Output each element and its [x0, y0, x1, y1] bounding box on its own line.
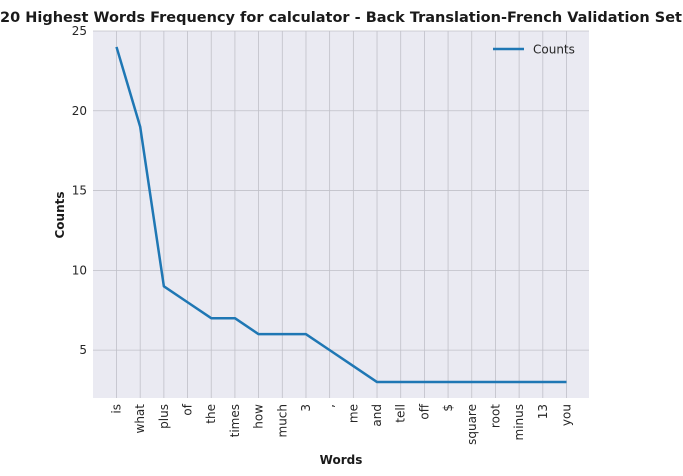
x-tick-label: 3 — [299, 404, 313, 412]
x-tick-label: how — [252, 404, 266, 429]
x-axis-label: Words — [320, 453, 363, 467]
x-tick-label: off — [417, 403, 431, 419]
x-tick-label: $ — [441, 404, 455, 412]
legend: Counts — [493, 43, 575, 57]
x-tick-label: of — [181, 403, 195, 415]
series-layer — [115, 46, 567, 384]
x-tick-label: and — [370, 404, 384, 427]
chart-title: 20 Highest Words Frequency for calculato… — [0, 10, 682, 26]
legend-label-counts: Counts — [533, 43, 575, 57]
x-tick-label: minus — [512, 404, 526, 441]
y-tick-label: 20 — [72, 104, 87, 118]
x-tick-label: root — [488, 404, 502, 428]
x-ticks: is what plus of the times how much 3, me and tell of… — [110, 403, 574, 445]
series-line-counts — [115, 46, 567, 384]
x-tick-label: you — [560, 404, 574, 426]
x-tick-label: tell — [394, 404, 408, 423]
y-tick-label: 5 — [79, 343, 87, 357]
x-tick-label: , — [323, 404, 337, 408]
y-ticks: 5 10 15 20 25 — [72, 24, 87, 357]
x-tick-label: 13 — [536, 404, 550, 419]
x-tick-label: square — [465, 404, 479, 445]
y-axis-label: Counts — [53, 191, 67, 238]
x-tick-label: the — [204, 404, 218, 424]
plot-area — [93, 31, 589, 398]
x-tick-label: plus — [157, 404, 171, 429]
x-tick-label: is — [110, 404, 124, 414]
y-tick-label: 25 — [72, 24, 87, 38]
grid-lines — [93, 30, 589, 398]
x-tick-label: much — [275, 404, 289, 438]
x-tick-label: what — [133, 404, 147, 434]
y-tick-label: 15 — [72, 184, 87, 198]
x-tick-label: times — [228, 404, 242, 437]
y-tick-label: 10 — [72, 263, 87, 277]
x-tick-label: me — [346, 404, 360, 423]
